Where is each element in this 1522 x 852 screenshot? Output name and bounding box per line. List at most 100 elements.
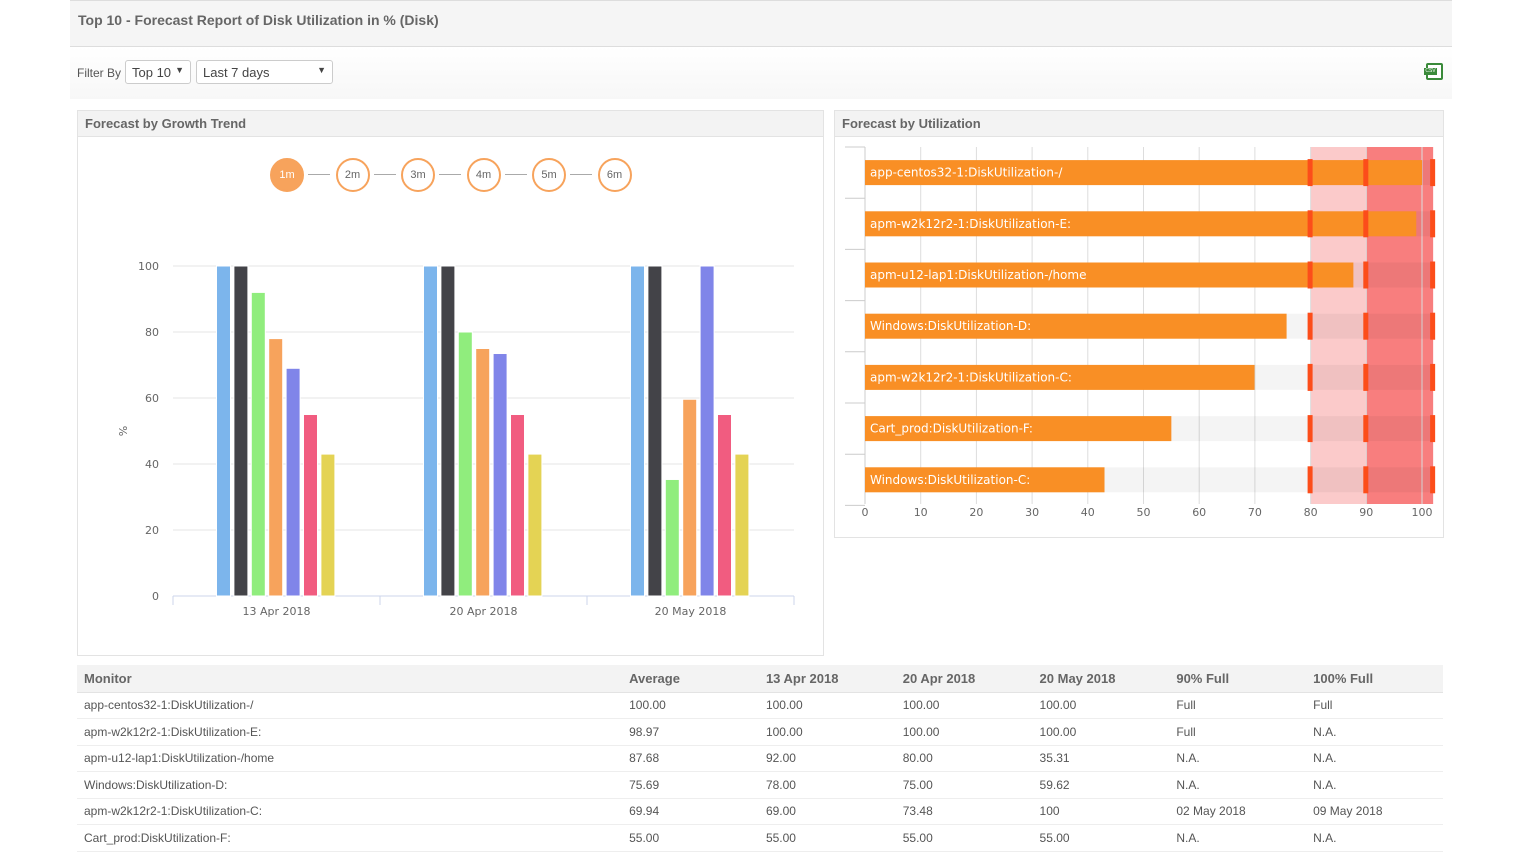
utilization-bar — [865, 160, 1422, 186]
x-tick-label: 50 — [1137, 506, 1151, 519]
report-header: Top 10 - Forecast Report of Disk Utiliza… — [70, 0, 1452, 47]
column-header[interactable]: 13 Apr 2018 — [758, 665, 896, 693]
table-cell: app-centos32-1:DiskUtilization-/ — [77, 692, 623, 719]
threshold-marker — [1307, 466, 1313, 494]
forecast-step-1m[interactable]: 1m — [270, 158, 304, 192]
utilization-bar — [865, 416, 1172, 442]
x-tick-label: 20 May 2018 — [655, 605, 727, 618]
table-header-row: Monitor Average 13 Apr 2018 20 Apr 2018 20 M… — [77, 665, 1443, 693]
table-cell: 100 — [1032, 798, 1170, 825]
threshold-band — [1310, 147, 1367, 504]
column-bar — [527, 453, 543, 597]
y-tick-label: 100 — [138, 260, 159, 273]
table-cell: 69.00 — [758, 798, 896, 825]
column-bar — [320, 453, 336, 597]
period-select[interactable]: Last 7 days ▼ — [196, 60, 333, 84]
column-bar — [233, 265, 249, 597]
x-tick-label: 13 Apr 2018 — [242, 605, 310, 618]
threshold-marker — [1363, 363, 1369, 391]
table-cell: 100.00 — [758, 718, 896, 746]
forecast-step-6m[interactable]: 6m — [597, 158, 632, 192]
x-tick-label: 60 — [1192, 506, 1206, 519]
bar-label: Windows:DiskUtilization-C: — [870, 473, 1030, 487]
bar-label: Windows:DiskUtilization-D: — [870, 319, 1031, 333]
bar-label: apm-u12-lap1:DiskUtilization-/home — [870, 268, 1086, 282]
table-row: Windows:DiskUtilization-D: 75.69 78.00 75.0… — [77, 771, 1443, 799]
step-connector — [308, 174, 330, 175]
table-cell: apm-w2k12r2-1:DiskUtilization-E: — [77, 718, 623, 746]
threshold-marker — [1363, 312, 1369, 340]
table-cell: 73.48 — [895, 798, 1033, 825]
table-cell: 78.00 — [758, 771, 896, 799]
bar-label: apm-w2k12r2-1:DiskUtilization-C: — [870, 370, 1072, 384]
bar-label: app-centos32-1:DiskUtilization-/ — [870, 166, 1063, 180]
utilization-panel: Forecast by Utilization 0 10 20 30 40 50 60 70 8… — [834, 110, 1444, 538]
x-tick-label: 20 Apr 2018 — [449, 605, 517, 618]
column-bar — [250, 291, 266, 597]
threshold-marker — [1363, 415, 1369, 443]
column-bar — [630, 265, 645, 597]
column-header[interactable]: 100% Full — [1306, 665, 1443, 693]
table-cell: 100.00 — [758, 692, 896, 719]
x-tick-label: 80 — [1304, 506, 1318, 519]
utilization-bar — [865, 262, 1354, 288]
utilization-bar — [865, 211, 1417, 237]
utilization-bar — [865, 364, 1255, 390]
page-title: Top 10 - Forecast Report of Disk Utiliza… — [78, 12, 439, 28]
filter-label: Filter By — [77, 66, 122, 80]
column-bar — [699, 265, 715, 597]
threshold-marker — [1307, 210, 1313, 238]
bar-label: apm-w2k12r2-1:DiskUtilization-E: — [870, 217, 1071, 231]
utilization-bar-chart: 0 10 20 30 40 50 60 70 80 90 100 app-centos32-1:Dis… — [845, 146, 1436, 519]
x-tick-label: 10 — [914, 506, 928, 519]
forecast-step-2m[interactable]: 2m — [335, 158, 370, 192]
column-header[interactable]: Average — [622, 665, 759, 693]
x-tick-label: 90 — [1359, 506, 1373, 519]
y-tick-label: 40 — [145, 458, 159, 471]
table-cell: apm-u12-lap1:DiskUtilization-/home — [77, 745, 623, 772]
table-row: apm-u12-lap1:DiskUtilization-/home 87.68 9… — [77, 745, 1443, 772]
chevron-down-icon: ▼ — [317, 65, 326, 75]
forecast-step-5m[interactable]: 5m — [532, 158, 566, 192]
threshold-marker — [1307, 415, 1313, 443]
threshold-marker — [1307, 159, 1313, 187]
table-cell: 69.94 — [622, 798, 759, 825]
table-cell: N.A. — [1306, 745, 1443, 772]
top-n-select[interactable]: Top 10 ▼ — [125, 60, 191, 84]
table-cell: N.A. — [1306, 718, 1443, 746]
forecast-step-4m[interactable]: 4m — [466, 158, 501, 192]
column-bar — [423, 265, 438, 597]
forecast-step-3m[interactable]: 3m — [401, 158, 435, 192]
column-header[interactable]: 20 May 2018 — [1032, 665, 1170, 693]
table-cell: N.A. — [1169, 824, 1307, 852]
table-cell: 100.00 — [895, 692, 1033, 719]
step-connector — [570, 174, 592, 175]
column-header[interactable]: Monitor — [77, 665, 623, 693]
x-tick-label: 100 — [1412, 506, 1433, 519]
column-bar — [682, 398, 698, 597]
x-tick-label: 40 — [1081, 506, 1095, 519]
table-cell: 55.00 — [622, 824, 759, 852]
y-tick-label: 80 — [145, 326, 159, 339]
column-bar — [268, 338, 284, 597]
threshold-marker — [1430, 415, 1436, 443]
table-cell: 02 May 2018 — [1169, 798, 1307, 825]
threshold-marker — [1363, 466, 1369, 494]
column-header[interactable]: 90% Full — [1169, 665, 1307, 693]
x-tick-label: 70 — [1248, 506, 1262, 519]
step-connector — [373, 174, 396, 175]
y-tick-label: 0 — [152, 590, 159, 603]
column-bar — [303, 414, 318, 597]
x-tick-label: 30 — [1025, 506, 1039, 519]
table-cell: apm-w2k12r2-1:DiskUtilization-C: — [77, 798, 623, 825]
threshold-marker — [1430, 466, 1436, 494]
step-connector — [504, 174, 527, 175]
column-header[interactable]: 20 Apr 2018 — [895, 665, 1033, 693]
growth-trend-panel: Forecast by Growth Trend 1m 2m 3m 4m 5m 6m 0 2… — [77, 110, 824, 656]
csv-icon[interactable]: CSV — [1424, 63, 1443, 80]
table-row: apm-w2k12r2-1:DiskUtilization-C: 69.94 69.… — [77, 798, 1443, 825]
table-cell: Full — [1169, 692, 1307, 719]
table-cell: Windows:DiskUtilization-D: — [77, 771, 623, 799]
table-cell: Cart_prod:DiskUtilization-F: — [77, 824, 623, 852]
threshold-marker — [1430, 261, 1436, 289]
